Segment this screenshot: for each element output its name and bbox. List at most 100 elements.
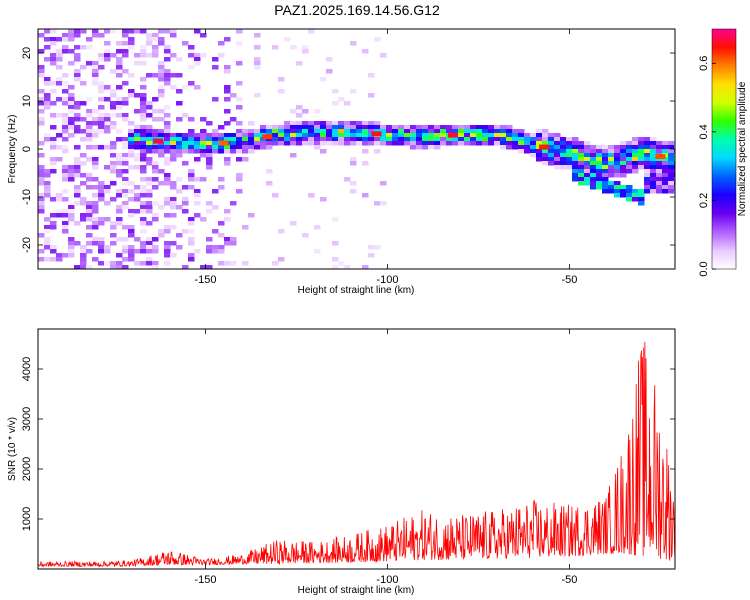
heatmap-cell [62,221,69,226]
heatmap-cell [80,261,87,266]
heatmap-cell [176,145,183,150]
heatmap-cell [38,97,45,102]
heatmap-cell [38,165,45,170]
heatmap-cell [80,213,87,218]
heatmap-cell [668,173,675,178]
heatmap-cell [50,145,57,150]
heatmap-cell [374,141,381,146]
heatmap-cell [152,161,159,166]
heatmap-cell [320,197,327,202]
heatmap-cell [110,53,117,58]
heatmap-cell [194,189,201,194]
heatmap-cell [98,197,105,202]
heatmap-cell [326,69,333,74]
heatmap-cell [128,209,135,214]
heatmap-cell [158,169,165,174]
heatmap-cell [476,125,483,130]
heatmap-cell [116,237,123,242]
heatmap-cell [170,149,177,154]
heatmap-cell [38,141,45,146]
heatmap-cell [242,157,249,162]
heatmap-cell [176,233,183,238]
heatmap-cell [338,141,345,146]
heatmap-cell [38,49,45,54]
heatmap-cell [386,141,393,146]
heatmap-cell [110,169,117,174]
heatmap-cell [110,161,117,166]
heatmap-cell [356,137,363,142]
heatmap-cell [104,117,111,122]
heatmap-cell [524,133,531,138]
heatmap-cell [152,145,159,150]
heatmap-cell [158,205,165,210]
heatmap-cell [152,149,159,154]
heatmap-cell [164,197,171,202]
heatmap-cell [50,169,57,174]
heatmap-cell [224,37,231,42]
heatmap-cell [224,261,231,266]
heatmap-cell [290,221,297,226]
heatmap-cell [146,189,153,194]
heatmap-cell [164,161,171,166]
heatmap-cell [50,29,57,34]
heatmap-cell [620,145,627,150]
heatmap-cell [134,209,141,214]
heatmap-cell [290,109,297,114]
heatmap-cell [158,73,165,78]
heatmap-cell [50,141,57,146]
heatmap-cell [140,93,147,98]
heatmap-cell [314,141,321,146]
heatmap-cell [188,221,195,226]
heatmap-cell [422,141,429,146]
heatmap-cell [86,133,93,138]
heatmap-cell [416,145,423,150]
heatmap-cell [38,109,45,114]
heatmap-cell [74,201,81,206]
heatmap-cell [668,169,675,174]
heatmap-cell [140,61,147,66]
heatmap-cell [332,89,339,94]
heatmap-cell [200,153,207,158]
heatmap-cell [44,29,51,34]
heatmap-cell [122,141,129,146]
heatmap-cell [584,141,591,146]
heatmap-cell [326,125,333,130]
heatmap-cell [644,157,651,162]
heatmap-cell [116,217,123,222]
heatmap-cell [404,141,411,146]
heatmap-cell [80,249,87,254]
heatmap-cell [182,161,189,166]
heatmap-cell [68,109,75,114]
heatmap-cell [164,249,171,254]
heatmap-cell [50,197,57,202]
heatmap-cell [188,137,195,142]
heatmap-cell [206,209,213,214]
heatmap-cell [122,205,129,210]
heatmap-cell [488,141,495,146]
heatmap-cell [374,129,381,134]
heatmap-cell [608,173,615,178]
heatmap-cell [74,241,81,246]
heatmap-cell [98,113,105,118]
heatmap-cell [422,129,429,134]
heatmap-cell [620,157,627,162]
heatmap-cell [260,129,267,134]
heatmap-cell [158,117,165,122]
heatmap-cell [296,113,303,118]
heatmap-cell [314,129,321,134]
heatmap-cell [332,121,339,126]
bottom-axis-ticks: -150 -100 -50 1000 2000 3000 4000 [21,329,675,586]
heatmap-cell [404,129,411,134]
heatmap-cell [644,153,651,158]
heatmap-cell [548,161,555,166]
heatmap-cell [518,149,525,154]
heatmap-cell [224,133,231,138]
heatmap-cell [134,261,141,266]
heatmap-cell [164,213,171,218]
heatmap-cell [134,153,141,158]
heatmap-cell [434,141,441,146]
heatmap-cell [98,65,105,70]
heatmap-cell [374,245,381,250]
heatmap-cell [74,125,81,130]
heatmap-cell [638,197,645,202]
